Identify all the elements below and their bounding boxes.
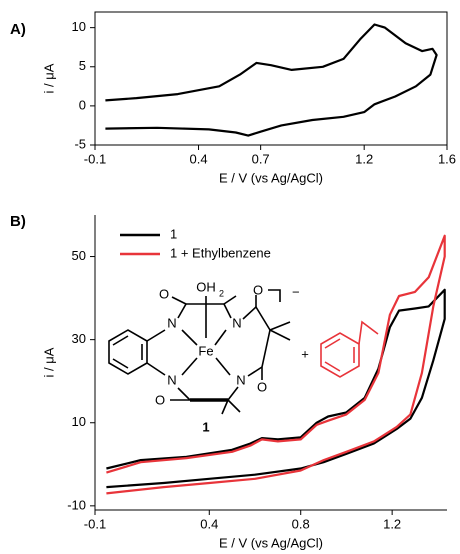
x-tick-label: 1.2: [383, 516, 401, 531]
atom: O: [257, 379, 267, 394]
x-tick-label: 1.2: [355, 151, 373, 166]
atom: N: [236, 372, 245, 387]
x-tick-label: 1.6: [438, 151, 456, 166]
plus: +: [301, 346, 309, 361]
y-tick-label: 5: [79, 58, 86, 73]
atom-subscript: 2: [219, 288, 224, 298]
x-tick-label: 0.4: [189, 151, 207, 166]
bond: [181, 357, 198, 376]
bond: [269, 321, 291, 331]
y-tick-label: 10: [72, 414, 86, 429]
x-tick-label: 0.4: [200, 516, 218, 531]
compound-label: 1: [202, 419, 209, 434]
atom: N: [232, 315, 241, 330]
bond: [112, 358, 129, 369]
legend-label: 1 + Ethylbenzene: [170, 245, 271, 260]
bond: [181, 329, 198, 346]
x-tick-label: -0.1: [84, 516, 106, 531]
bond: [146, 362, 166, 376]
x-tick-label: 0.8: [292, 516, 310, 531]
atom: O: [159, 286, 169, 301]
panel-label: A): [10, 21, 26, 38]
bond: [242, 306, 257, 320]
bond: [171, 296, 187, 305]
structure-labels: N N N N Fe O O O OH 2 O 1 − +: [155, 279, 309, 434]
bond: [247, 366, 263, 377]
bond: [261, 329, 271, 368]
bond: [214, 329, 227, 346]
bond: [320, 332, 360, 378]
bond: [215, 357, 231, 376]
atom: N: [167, 315, 176, 330]
bond: [358, 320, 379, 345]
bond: [227, 386, 239, 401]
bond: [177, 303, 187, 319]
cv-curve: [105, 23, 438, 137]
atom: Fe: [198, 343, 213, 358]
bond: [269, 329, 291, 341]
charge-bracket: [268, 289, 281, 302]
x-axis-label: E / V (vs Ag/AgCl): [219, 170, 323, 185]
y-axis-label: i / μA: [41, 347, 56, 377]
y-tick-label: 10: [72, 19, 86, 34]
atom: N: [167, 372, 176, 387]
plot-frame: [94, 11, 448, 146]
y-tick-label: 30: [72, 331, 86, 346]
bond: [221, 399, 229, 415]
atom: O: [155, 392, 165, 407]
panel-label: B): [10, 213, 26, 230]
y-tick-label: -5: [74, 136, 86, 151]
x-tick-label: -0.1: [84, 151, 106, 166]
cv-curve: [106, 288, 446, 489]
y-tick-label: -10: [67, 497, 86, 512]
y-tick-label: 50: [72, 248, 86, 263]
bond: [223, 295, 237, 305]
y-tick-label: 0: [79, 97, 86, 112]
atom: OH: [196, 279, 216, 294]
ethylbenzene: [320, 320, 379, 378]
charge: −: [292, 284, 300, 299]
y-axis-label: i / μA: [41, 63, 56, 93]
bond: [177, 387, 191, 401]
bond: [324, 361, 341, 372]
structure: [108, 289, 379, 415]
bond: [255, 306, 271, 331]
x-tick-label: 0.7: [252, 151, 270, 166]
legend-label: 1: [170, 226, 177, 241]
bond: [223, 303, 232, 319]
x-axis-label: E / V (vs Ag/AgCl): [219, 535, 323, 550]
cv-curve: [106, 234, 446, 495]
atom: O: [253, 282, 263, 297]
bond: [227, 399, 241, 413]
bond: [324, 338, 341, 349]
bond: [112, 335, 129, 346]
bond: [146, 329, 166, 342]
